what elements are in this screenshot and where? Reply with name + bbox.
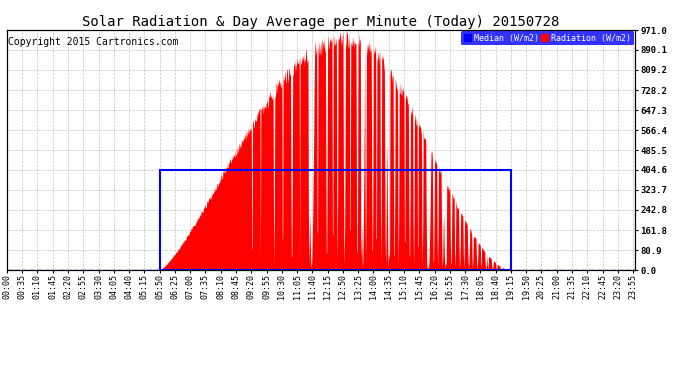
Legend: Median (W/m2), Radiation (W/m2): Median (W/m2), Radiation (W/m2) — [461, 31, 634, 45]
Text: Copyright 2015 Cartronics.com: Copyright 2015 Cartronics.com — [8, 37, 179, 47]
Title: Solar Radiation & Day Average per Minute (Today) 20150728: Solar Radiation & Day Average per Minute… — [82, 15, 560, 29]
Bar — [159, 170, 511, 270]
